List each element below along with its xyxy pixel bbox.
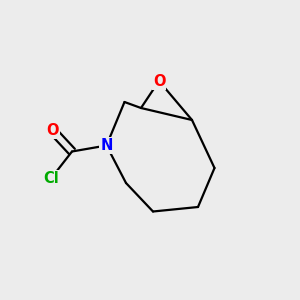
Text: N: N xyxy=(100,138,113,153)
Text: O: O xyxy=(153,74,165,88)
Text: Cl: Cl xyxy=(43,171,59,186)
Text: O: O xyxy=(46,123,59,138)
